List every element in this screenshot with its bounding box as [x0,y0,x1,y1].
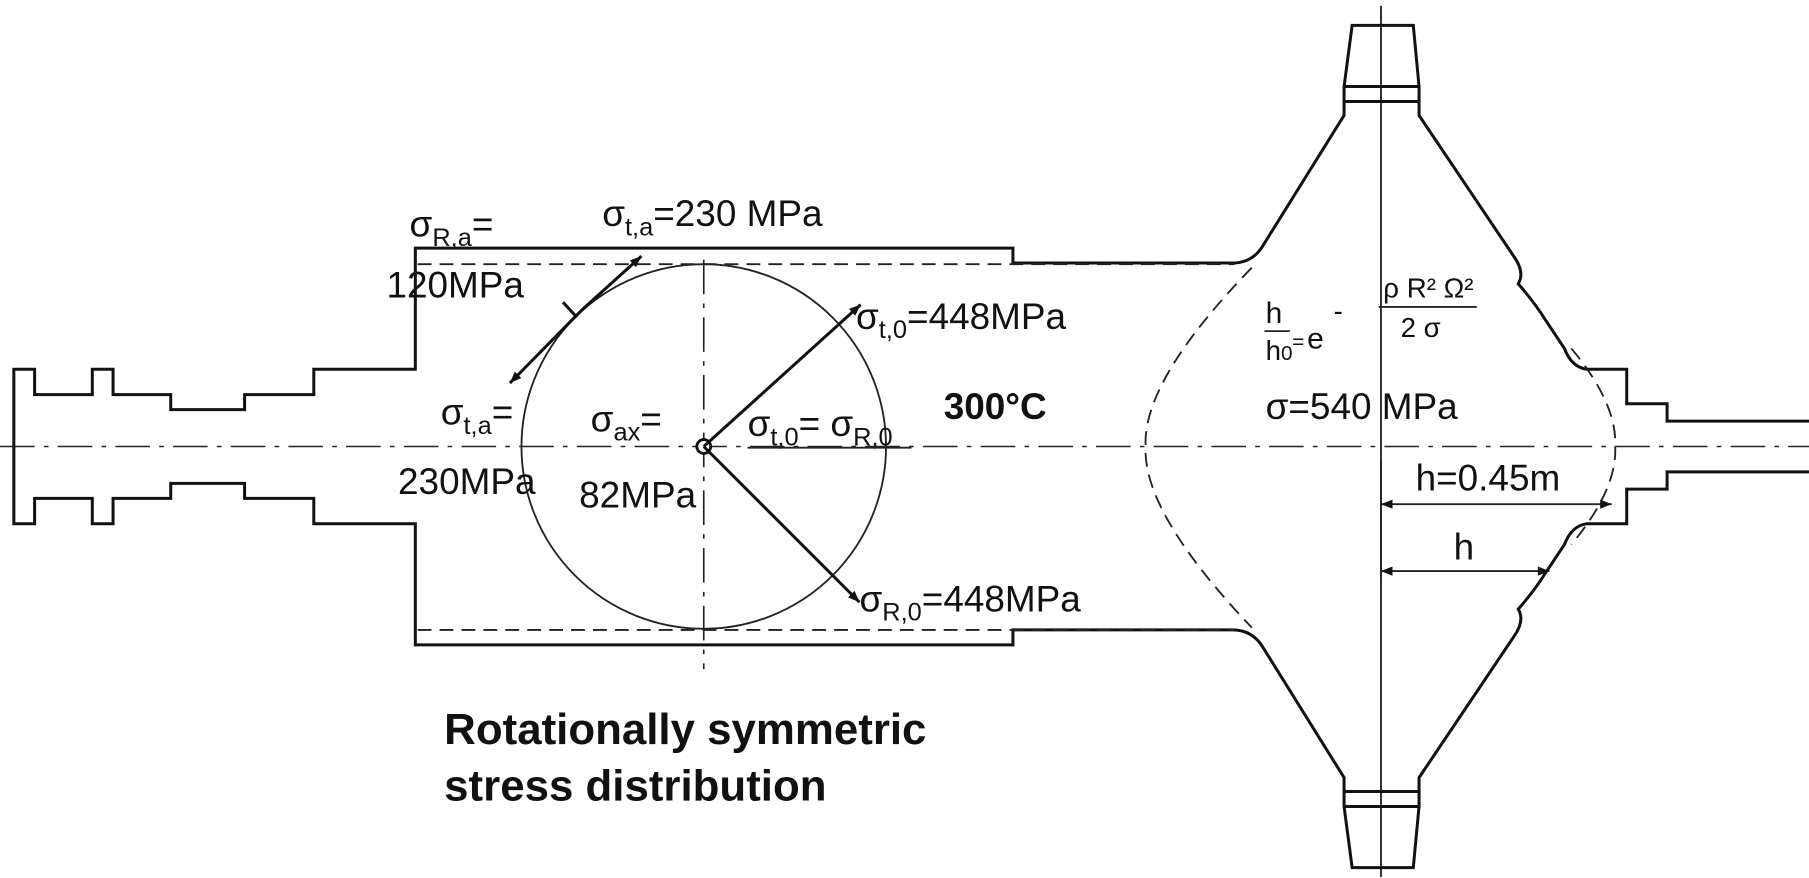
stress-tick [561,301,578,319]
exponent-numerator: ρ R² Ω² [1383,273,1473,304]
subscript: t,a [625,213,654,241]
stress-arrow [508,308,584,385]
dimension-label: h [1454,527,1475,568]
symbol: σ [860,578,883,619]
formula-base: e [1307,322,1324,355]
stress-circle [520,263,887,630]
stress-value: 230MPa [398,461,536,502]
disk-stress: σ=540 MPa [1266,386,1459,427]
caption: Rotationally symmetric [444,705,926,754]
subscript: t,0 [879,316,907,344]
stress-label: σax= [591,399,662,447]
temperature: 300°C [944,386,1047,427]
outline-bottom [12,446,1809,870]
dimension-label: h=0.45m [1416,457,1561,498]
stress-arrow [702,445,861,604]
subscript: R,a [432,224,472,252]
symbol: σ [856,296,879,337]
stress-label: σt,0= σR,0 [748,403,893,451]
stress-arrow [702,303,862,448]
suffix: =230 MPa [653,193,823,234]
exponent-denominator: 2 σ [1401,312,1441,343]
formula: h h0 = e - ρ R² Ω² 2 σ [1264,273,1477,366]
ideal-profile [1570,347,1617,546]
subscript: t,0 [770,423,798,451]
symbol: σ [410,204,433,245]
stress-arrow [581,255,643,311]
suffix: = [472,204,494,245]
symbol: σ [748,403,771,444]
stress-label: σR,a= [410,204,494,252]
subscript: R,0 [882,599,921,627]
stress-value: 82MPa [579,475,696,516]
caption: stress distribution [444,762,826,811]
suffix: = [492,392,514,433]
subscript: R,0 [853,423,892,451]
suffix: = σ [799,403,854,444]
exponent-sign: - [1334,296,1343,327]
symbol: σ [441,392,464,433]
symbol: σ [602,193,625,234]
suffix: =448MPa [907,296,1066,337]
stress-value: 120MPa [386,265,524,306]
stress-label: σt,a=230 MPa [602,193,823,241]
suffix: =448MPa [922,578,1081,619]
subscript: 0 [1281,342,1293,365]
symbol: σ [591,399,614,440]
stress-label: σR,0=448MPa [860,578,1082,626]
stress-label: σt,0=448MPa [856,296,1066,344]
outline-top [12,23,1809,447]
rotor-outline [12,23,1809,870]
formula-denominator: h0 [1266,335,1293,366]
formula-numerator: h [1266,297,1283,330]
subscript: ax [613,419,640,447]
formula-equals: = [1292,330,1304,353]
suffix: = [640,399,662,440]
symbol: h [1266,335,1281,366]
stress-label: σt,a= [441,392,514,440]
ideal-profile [1144,267,1253,629]
subscript: t,a [463,412,492,440]
